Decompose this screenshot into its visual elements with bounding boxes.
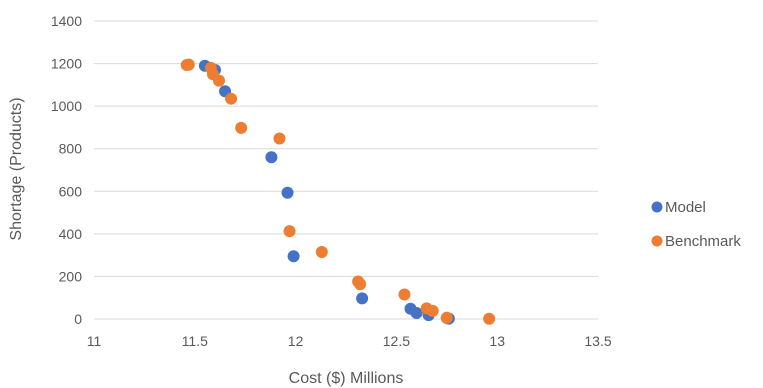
y-axis-title: Shortage (Products) (8, 97, 25, 240)
x-tick-label-12-5: 12.5 (383, 333, 410, 349)
y-tick-label-200: 200 (59, 268, 83, 284)
benchmark-point-12 (398, 288, 411, 301)
x-tick-label-12: 12 (288, 333, 304, 349)
legend-marker-benchmark (651, 235, 663, 247)
legend-label-model: Model (665, 199, 706, 216)
y-tick-label-400: 400 (59, 226, 83, 242)
model-point-5 (287, 250, 300, 263)
benchmark-point-16 (483, 312, 496, 325)
benchmark-point-11 (354, 278, 367, 291)
y-tick-label-0: 0 (74, 311, 82, 327)
y-tick-label-800: 800 (59, 141, 83, 157)
x-tick-label-13: 13 (489, 333, 505, 349)
benchmark-point-6 (235, 121, 248, 134)
series-benchmark (180, 58, 496, 325)
benchmark-point-15 (440, 311, 453, 324)
x-tick-label-13-5: 13.5 (584, 333, 611, 349)
x-tick-label-11-5: 11.5 (182, 333, 208, 349)
model-point-3 (265, 151, 278, 164)
y-tick-label-1200: 1200 (51, 56, 82, 72)
data-points (180, 58, 496, 325)
benchmark-point-9 (315, 245, 328, 258)
legend: Model Benchmark (651, 199, 741, 250)
model-point-4 (281, 186, 294, 199)
series-model (198, 59, 455, 325)
model-point-6 (356, 292, 369, 305)
y-tick-label-600: 600 (59, 183, 83, 199)
x-tick-label-11: 11 (87, 333, 102, 349)
benchmark-point-14 (426, 304, 439, 317)
y-axis-ticks: 0 200 400 600 800 1000 1200 1400 (51, 13, 82, 327)
benchmark-point-8 (283, 225, 296, 238)
legend-label-benchmark: Benchmark (665, 233, 741, 250)
y-tick-label-1400: 1400 (51, 13, 82, 29)
model-point-8 (410, 307, 423, 320)
gridlines (94, 20, 598, 320)
benchmark-point-7 (273, 132, 286, 145)
x-axis-ticks: 11 11.5 12 12.5 13 13.5 (87, 333, 612, 349)
y-tick-label-1000: 1000 (51, 98, 82, 114)
legend-marker-model (651, 201, 663, 213)
benchmark-point-5 (225, 92, 238, 105)
benchmark-point-4 (212, 74, 225, 87)
benchmark-point-1 (182, 58, 195, 71)
x-axis-title: Cost ($) Millions (289, 370, 404, 387)
